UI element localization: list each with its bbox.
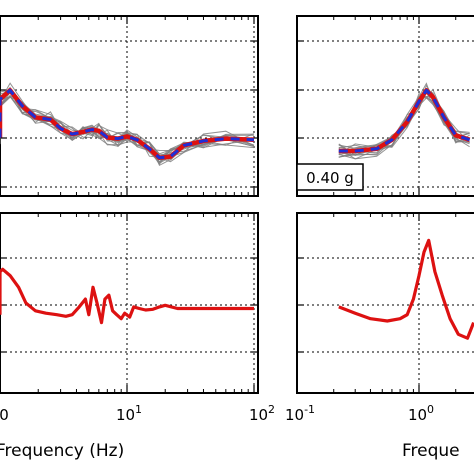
panel-top-left xyxy=(0,15,259,197)
tick-label-br-10-0: 100 xyxy=(408,403,434,424)
mean-blue-dashed-line xyxy=(338,88,471,153)
panel-top-right: 0.40 g xyxy=(296,15,474,197)
panel-top-left-frame xyxy=(0,15,259,197)
panel-bottom-right-frame xyxy=(296,212,474,394)
annotation-box: 0.40 g xyxy=(296,163,364,191)
tick-label-br-10-neg1: 10-1 xyxy=(285,403,315,424)
tick-label-bl-10-1: 101 xyxy=(116,403,142,424)
panel-bottom-left-frame xyxy=(0,212,259,394)
red-line xyxy=(338,238,474,340)
panel-bottom-left-grid xyxy=(0,212,258,393)
panel-bottom-left-series xyxy=(0,267,254,325)
gray-ensemble-line xyxy=(0,89,255,163)
panel-bottom-right xyxy=(296,212,474,394)
tick-label-bl-10-2: 102 xyxy=(249,403,275,424)
panel-bottom-right-grid xyxy=(296,212,474,393)
mean-blue-dashed-line xyxy=(0,88,255,160)
panel-top-left-series xyxy=(0,82,255,166)
panel-top-right-series xyxy=(338,82,471,160)
tick-label-bl-0: 0 xyxy=(0,406,9,424)
panel-bottom-left xyxy=(0,212,259,394)
annotation-label: 0.40 g xyxy=(306,169,354,187)
gray-ensemble-line xyxy=(0,96,255,166)
xlabel-bottom-left: Frequency (Hz) xyxy=(0,441,124,461)
panel-bottom-right-series xyxy=(338,238,474,340)
xlabel-bottom-right: Freque xyxy=(402,441,460,461)
red-line xyxy=(0,267,254,325)
gray-ensemble-line xyxy=(0,90,255,159)
annotation-frame xyxy=(296,163,364,191)
